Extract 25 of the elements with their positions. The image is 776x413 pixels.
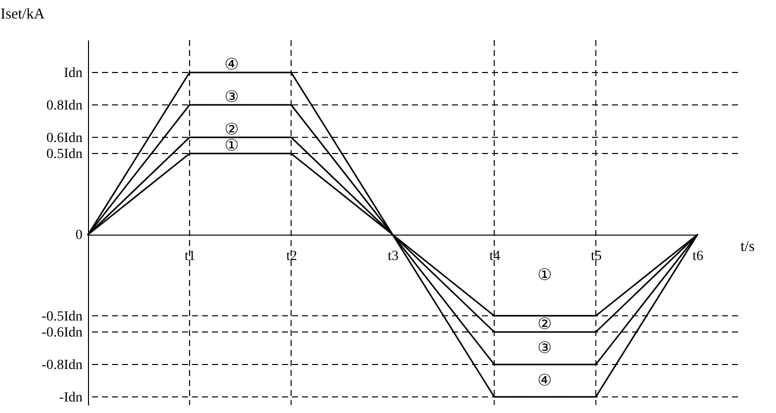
y-tick-label: 0.6Idn	[46, 130, 82, 146]
y-tick-label: Idn	[64, 66, 82, 81]
x-tick-label: t2	[286, 249, 298, 264]
x-tick-label: t4	[489, 249, 500, 264]
x-axis-title: t/s	[740, 239, 755, 256]
x-tick-label: t3	[388, 249, 399, 264]
y-axis-title: Iset/kA	[0, 6, 45, 22]
series-label: ③	[224, 88, 239, 106]
y-tick-label: -0.5Idn	[42, 309, 82, 324]
x-tick-label: t1	[184, 249, 196, 264]
y-tick-label: -0.6Idn	[42, 326, 82, 340]
y-tick-label: 0.8Idn	[46, 98, 82, 114]
x-tick-label: t6	[692, 249, 704, 264]
y-tick-label: 0	[76, 228, 82, 244]
x-tick-label: t5	[590, 249, 602, 264]
text: ②	[224, 121, 239, 138]
text: ①	[537, 267, 552, 284]
series-label: ②	[537, 316, 552, 333]
y-tick-label: 0.5Idn	[46, 147, 82, 162]
text: ④	[537, 372, 552, 390]
y-tick-label: -0.8Idn	[42, 358, 82, 373]
series-label: ④	[224, 56, 239, 74]
series-label: ①	[224, 138, 239, 155]
y-tick-label: -Idn	[59, 390, 82, 406]
text: ③	[537, 340, 552, 358]
